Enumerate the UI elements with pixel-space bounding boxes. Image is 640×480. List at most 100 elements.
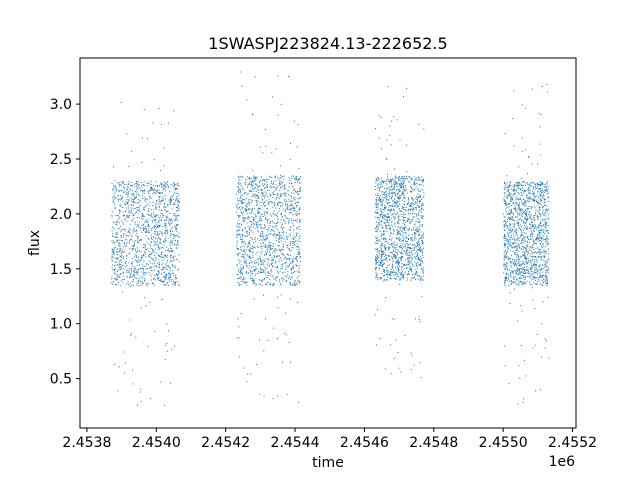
data-point <box>295 191 297 193</box>
data-point <box>539 274 541 276</box>
data-point <box>408 247 410 248</box>
data-point <box>530 268 532 270</box>
data-point <box>402 228 404 230</box>
data-point <box>248 263 250 264</box>
data-point <box>421 261 423 263</box>
data-point <box>274 251 276 253</box>
data-point <box>282 272 283 274</box>
data-point <box>416 265 418 267</box>
data-point <box>539 194 541 196</box>
data-point <box>532 239 534 241</box>
data-point <box>160 192 162 194</box>
data-point <box>410 179 412 181</box>
data-point <box>392 206 393 208</box>
data-point <box>380 216 382 218</box>
data-point <box>275 198 277 200</box>
data-point <box>134 207 136 209</box>
data-point <box>514 184 516 186</box>
data-point <box>392 177 394 179</box>
data-point <box>532 255 533 257</box>
data-point <box>417 242 419 244</box>
data-point <box>134 242 135 244</box>
data-point <box>375 226 377 228</box>
data-point <box>408 273 410 275</box>
data-point <box>384 215 386 217</box>
data-point <box>418 190 420 192</box>
data-point <box>274 214 276 216</box>
data-point <box>156 238 158 240</box>
data-point <box>402 273 404 275</box>
data-point <box>391 232 393 234</box>
data-point <box>383 252 385 254</box>
data-point <box>541 86 543 87</box>
data-point <box>419 202 420 204</box>
data-point <box>254 176 256 178</box>
data-point <box>130 212 132 214</box>
data-point <box>128 199 130 201</box>
data-point <box>154 192 156 194</box>
data-point <box>504 240 506 242</box>
data-point <box>414 252 416 254</box>
data-point <box>378 222 380 224</box>
data-point <box>147 183 149 185</box>
data-point <box>143 229 145 231</box>
data-point <box>132 369 133 371</box>
data-point <box>288 186 290 188</box>
data-point <box>261 245 263 247</box>
data-point <box>403 275 404 277</box>
data-point <box>153 245 155 247</box>
data-point <box>390 278 392 280</box>
data-point <box>391 244 393 246</box>
data-point <box>270 230 272 232</box>
data-point <box>405 252 407 254</box>
data-point <box>279 222 281 224</box>
data-point <box>139 239 141 241</box>
data-point <box>375 227 376 229</box>
data-point <box>124 203 126 205</box>
data-point <box>126 275 128 277</box>
data-point <box>532 271 534 273</box>
data-point <box>293 196 295 198</box>
data-point <box>544 238 546 240</box>
data-point <box>403 240 405 242</box>
data-point <box>241 242 243 243</box>
data-point <box>134 185 136 187</box>
data-point <box>137 271 139 273</box>
data-point <box>163 199 165 201</box>
data-point <box>532 252 534 254</box>
data-point <box>275 236 276 238</box>
data-point <box>409 247 411 248</box>
data-point <box>407 199 409 201</box>
data-point <box>169 190 171 192</box>
data-point <box>239 229 241 231</box>
data-point <box>517 218 519 220</box>
data-point <box>149 190 151 191</box>
data-point <box>241 201 243 203</box>
data-point <box>128 181 130 182</box>
data-point <box>130 276 131 278</box>
data-point <box>118 185 120 187</box>
data-point <box>285 262 287 264</box>
data-point <box>151 236 153 238</box>
data-point <box>122 236 124 238</box>
data-point <box>252 212 254 214</box>
data-point <box>173 213 175 214</box>
data-point <box>299 183 301 184</box>
data-point <box>394 168 396 170</box>
data-point <box>153 260 155 262</box>
data-point <box>132 215 134 216</box>
data-point <box>294 213 296 215</box>
data-point <box>296 256 298 258</box>
data-point <box>385 222 387 224</box>
data-point <box>422 269 424 271</box>
data-point <box>114 237 116 238</box>
data-point <box>117 276 118 278</box>
data-point <box>175 277 177 278</box>
data-point <box>144 252 146 254</box>
data-point <box>397 226 399 228</box>
data-point <box>408 271 409 273</box>
data-point <box>400 182 402 184</box>
data-point <box>154 331 156 333</box>
data-point <box>503 187 505 189</box>
data-point <box>387 213 389 215</box>
